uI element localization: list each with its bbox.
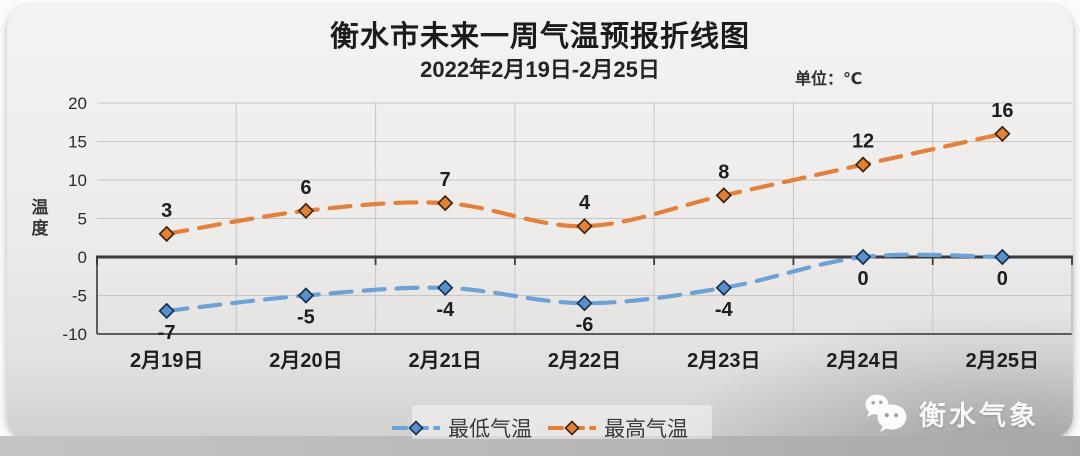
legend-item-low-temp: 最低气温 xyxy=(392,413,532,439)
svg-text:0: 0 xyxy=(997,268,1008,290)
svg-text:-10: -10 xyxy=(62,325,87,344)
unit-label: 单位：℃ xyxy=(795,71,863,88)
chart-legend: 最低气温 最高气温 xyxy=(7,409,1073,439)
svg-text:-6: -6 xyxy=(576,314,594,336)
svg-text:7: 7 xyxy=(440,169,451,191)
svg-text:16: 16 xyxy=(991,100,1013,122)
svg-text:2月23日: 2月23日 xyxy=(687,350,760,372)
svg-text:15: 15 xyxy=(68,133,87,152)
svg-text:-7: -7 xyxy=(158,322,176,344)
svg-text:10: 10 xyxy=(68,171,87,190)
svg-text:-4: -4 xyxy=(436,299,455,321)
chart-subtitle: 2022年2月19日-2月25日 xyxy=(420,57,660,82)
svg-text:2月25日: 2月25日 xyxy=(966,350,1039,372)
temperature-line-chart: 20 15 10 5 0 -5 -10 2月19日 2月20日 2月21日 2月22日 2月23日 2月… xyxy=(62,94,1073,372)
svg-text:6: 6 xyxy=(300,177,311,199)
legend-label-low-temp: 最低气温 xyxy=(448,418,532,439)
svg-text:-5: -5 xyxy=(297,307,315,329)
legend-label-high-temp: 最高气温 xyxy=(604,418,688,439)
y-axis-title: 温度 xyxy=(31,198,49,238)
svg-text:2月22日: 2月22日 xyxy=(548,350,621,372)
svg-text:2月19日: 2月19日 xyxy=(130,350,203,372)
svg-text:-4: -4 xyxy=(715,299,734,321)
svg-text:2月24日: 2月24日 xyxy=(826,350,899,372)
low-temp-legend-marker-icon xyxy=(392,420,440,436)
svg-text:12: 12 xyxy=(852,131,874,153)
legend-item-high-temp: 最高气温 xyxy=(548,413,688,439)
chart-card: 衡水市未来一周气温预报折线图 2022年2月19日-2月25日 单位：℃ 温度 … xyxy=(7,5,1073,439)
svg-text:-5: -5 xyxy=(72,287,87,306)
svg-text:5: 5 xyxy=(78,210,87,229)
svg-text:0: 0 xyxy=(858,268,869,290)
legend-background xyxy=(412,405,712,439)
svg-text:20: 20 xyxy=(68,94,87,113)
wechat-icon xyxy=(865,394,907,432)
svg-text:8: 8 xyxy=(718,161,729,183)
page-bottom-strip xyxy=(0,436,1080,456)
watermark: 衡水气象 xyxy=(863,391,1039,435)
chart-title: 衡水市未来一周气温预报折线图 xyxy=(329,21,750,53)
svg-text:3: 3 xyxy=(161,200,172,222)
svg-text:2月21日: 2月21日 xyxy=(409,350,482,372)
svg-text:0: 0 xyxy=(78,248,87,267)
high-temp-legend-marker-icon xyxy=(548,420,596,436)
svg-text:2月20日: 2月20日 xyxy=(269,350,342,372)
svg-text:4: 4 xyxy=(579,192,591,214)
watermark-text: 衡水气象 xyxy=(919,400,1039,431)
